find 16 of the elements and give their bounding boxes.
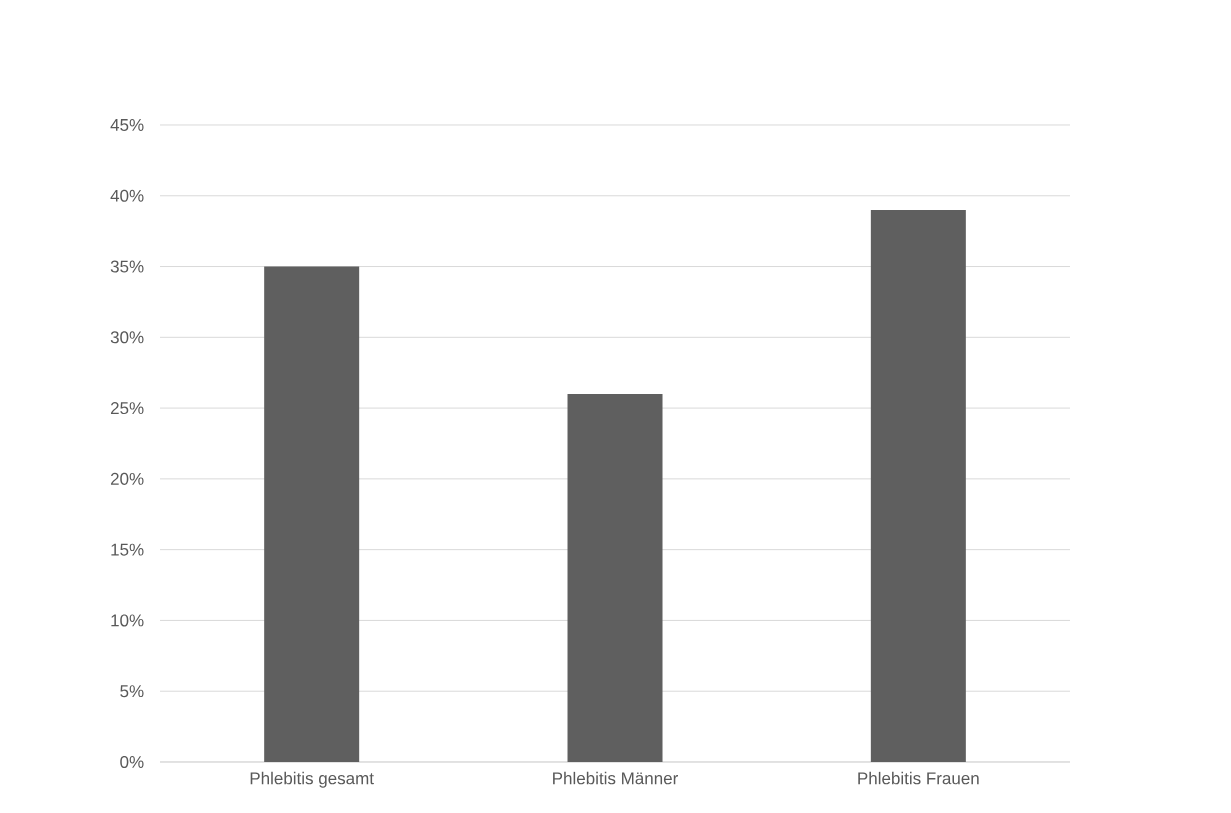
x-tick-label: Phlebitis Frauen bbox=[858, 771, 979, 785]
y-tick-label: 5% bbox=[120, 685, 144, 698]
y-tick-label: 0% bbox=[120, 755, 144, 769]
y-tick-label: 25% bbox=[110, 402, 144, 415]
y-tick-label: 35% bbox=[110, 260, 144, 273]
bar bbox=[870, 209, 966, 762]
y-tick-label: 30% bbox=[110, 331, 144, 344]
y-tick-label: 40% bbox=[110, 189, 144, 202]
y-tick-label: 20% bbox=[110, 472, 144, 485]
bar bbox=[264, 266, 360, 762]
bar bbox=[567, 393, 663, 762]
x-tick-label: Phlebitis gesamt bbox=[250, 771, 374, 788]
y-tick-label: 45% bbox=[110, 119, 144, 131]
y-tick-label: 15% bbox=[111, 543, 144, 556]
x-tick-label: Phlebitis Männer bbox=[553, 771, 678, 785]
y-tick-label: 10% bbox=[111, 614, 144, 627]
